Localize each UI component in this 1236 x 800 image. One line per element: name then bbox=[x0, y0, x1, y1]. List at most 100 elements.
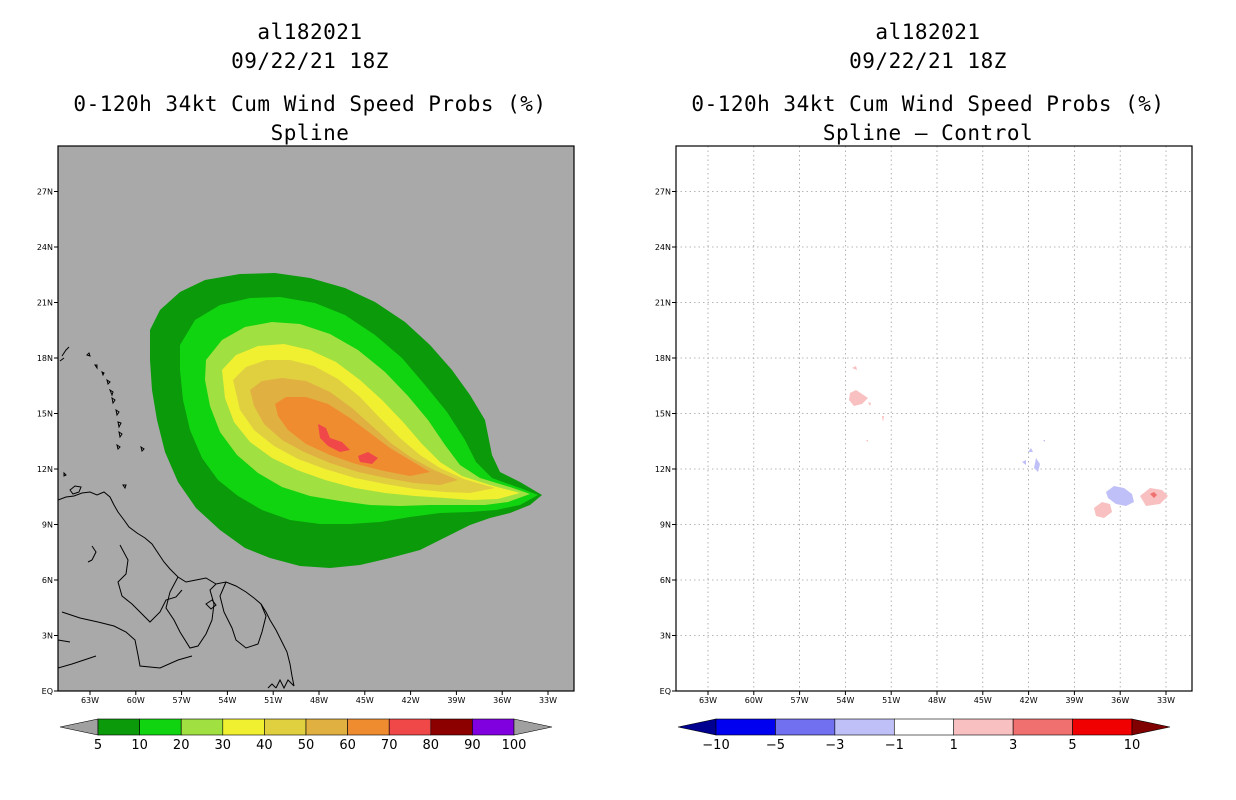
lat-tick-label: 6N bbox=[660, 576, 671, 585]
colorbar-label: 90 bbox=[464, 738, 481, 753]
lat-tick-label: 3N bbox=[42, 632, 53, 641]
colorbar-segment bbox=[347, 718, 390, 736]
right-storm-id: al182021 bbox=[875, 20, 981, 44]
colorbar-segment bbox=[715, 718, 776, 736]
colorbar-label: 30 bbox=[215, 738, 232, 753]
colorbar-label: −10 bbox=[702, 738, 729, 753]
contour-70b bbox=[358, 452, 378, 464]
colorbar-label: 5 bbox=[94, 738, 102, 753]
colorbar-label: 40 bbox=[256, 738, 273, 753]
diff-neg-2 bbox=[1106, 486, 1134, 506]
left-panel-title: al182021 09/22/21 18Z 0-120h 34kt Cum Wi… bbox=[30, 18, 590, 148]
lat-tick-label: 21N bbox=[655, 299, 671, 308]
colorbar-label: 20 bbox=[173, 738, 190, 753]
colorbar-label: −3 bbox=[825, 738, 844, 753]
lat-tick-label: EQ bbox=[42, 687, 53, 696]
lat-tick-label: 15N bbox=[37, 410, 53, 419]
colorbar-label: 70 bbox=[381, 738, 398, 753]
colorbar-segment bbox=[305, 718, 348, 736]
lat-tick-label: 24N bbox=[655, 243, 671, 252]
colorbar-label: 80 bbox=[423, 738, 440, 753]
colorbar-label: 10 bbox=[131, 738, 148, 753]
colorbar-segment bbox=[139, 718, 182, 736]
colorbar-label: 5 bbox=[1068, 738, 1076, 753]
lat-tick-label: 9N bbox=[660, 521, 671, 530]
right-map-panel: EQ 3N 6N 9N 12N 15N 18N 21N 24N 27N 63W 60W 57W 54W 51… bbox=[655, 145, 1193, 706]
lon-tick-label: 57W bbox=[791, 696, 809, 705]
lat-tick-label: 12N bbox=[655, 465, 671, 474]
left-method: Spline bbox=[270, 121, 350, 145]
left-axes: EQ 3N 6N 9N 12N 15N 18N 21N 24N 27N 63W 60W 57W 54W 51… bbox=[37, 188, 557, 706]
right-variable: 0-120h 34kt Cum Wind Speed Probs (%) bbox=[691, 92, 1165, 116]
colorbar-label: 1 bbox=[950, 738, 958, 753]
lat-tick-label: EQ bbox=[660, 687, 671, 696]
right-axes: EQ 3N 6N 9N 12N 15N 18N 21N 24N 27N 63W 60W 57W 54W 51… bbox=[655, 188, 1175, 706]
colorbar-segment bbox=[834, 718, 895, 736]
lon-tick-label: 33W bbox=[1157, 696, 1175, 705]
lat-tick-label: 24N bbox=[37, 243, 53, 252]
right-map-background bbox=[676, 146, 1192, 691]
lon-tick-label: 36W bbox=[1111, 696, 1129, 705]
colorbar-segment bbox=[430, 718, 473, 736]
lat-tick-label: 9N bbox=[42, 521, 53, 530]
diff-pos-3 bbox=[1094, 502, 1112, 518]
right-colorbar: −10 −5 −3 −1 1 3 5 10 bbox=[677, 718, 1171, 753]
lon-tick-label: 51W bbox=[264, 696, 282, 705]
lon-tick-label: 48W bbox=[928, 696, 946, 705]
right-datetime: 09/22/21 18Z bbox=[849, 49, 1007, 73]
lon-tick-label: 42W bbox=[402, 696, 420, 705]
lon-tick-label: 42W bbox=[1020, 696, 1038, 705]
colorbar-segment bbox=[1012, 718, 1073, 736]
lat-tick-label: 3N bbox=[660, 632, 671, 641]
colorbar-label: −5 bbox=[766, 738, 785, 753]
lon-tick-label: 39W bbox=[447, 696, 465, 705]
left-datetime: 09/22/21 18Z bbox=[231, 49, 389, 73]
colorbar-end-high bbox=[1131, 718, 1171, 736]
colorbar-label: 50 bbox=[298, 738, 315, 753]
diff-neg-1 bbox=[1022, 440, 1045, 472]
colorbar-label: 60 bbox=[339, 738, 356, 753]
colorbar-segment bbox=[953, 718, 1014, 736]
lon-tick-label: 45W bbox=[974, 696, 992, 705]
diff-pos-1 bbox=[849, 390, 868, 406]
contour-70a bbox=[318, 424, 350, 452]
colorbar-label: 3 bbox=[1009, 738, 1017, 753]
colorbar-segment bbox=[388, 718, 432, 736]
lon-tick-label: 51W bbox=[882, 696, 900, 705]
right-difference-contours bbox=[849, 366, 1168, 518]
colorbar-segment bbox=[1072, 718, 1133, 736]
lon-tick-label: 45W bbox=[356, 696, 374, 705]
lat-tick-label: 12N bbox=[37, 465, 53, 474]
left-map-frame bbox=[57, 145, 575, 692]
lat-tick-label: 6N bbox=[42, 576, 53, 585]
lon-tick-label: 33W bbox=[539, 696, 557, 705]
colorbar-segment bbox=[775, 718, 836, 736]
left-storm-id: al182021 bbox=[257, 20, 363, 44]
lat-tick-label: 18N bbox=[37, 354, 53, 363]
colorbar-label: −1 bbox=[885, 738, 904, 753]
lat-tick-label: 21N bbox=[37, 299, 53, 308]
colorbar-end-low bbox=[59, 718, 99, 736]
colorbar-segment bbox=[97, 718, 140, 736]
left-probability-contours bbox=[150, 273, 542, 568]
colorbar-segment bbox=[222, 718, 265, 736]
colorbar-segment bbox=[264, 718, 307, 736]
lon-tick-label: 63W bbox=[699, 696, 717, 705]
lon-tick-label: 48W bbox=[310, 696, 328, 705]
colorbar-segment bbox=[893, 718, 955, 736]
lat-tick-label: 27N bbox=[37, 188, 53, 197]
colorbar-end-high bbox=[513, 718, 553, 736]
right-panel-title: al182021 09/22/21 18Z 0-120h 34kt Cum Wi… bbox=[648, 18, 1208, 148]
colorbar-segment bbox=[180, 718, 224, 736]
lon-tick-label: 54W bbox=[836, 696, 854, 705]
right-map-frame bbox=[675, 145, 1193, 692]
lon-tick-label: 57W bbox=[173, 696, 191, 705]
lon-tick-label: 63W bbox=[81, 696, 99, 705]
colorbar-label: 100 bbox=[502, 738, 527, 753]
lat-tick-label: 15N bbox=[655, 410, 671, 419]
right-gridlines bbox=[676, 146, 1192, 691]
lon-tick-label: 36W bbox=[493, 696, 511, 705]
left-variable: 0-120h 34kt Cum Wind Speed Probs (%) bbox=[73, 92, 547, 116]
diff-pos-5 bbox=[1150, 492, 1157, 498]
